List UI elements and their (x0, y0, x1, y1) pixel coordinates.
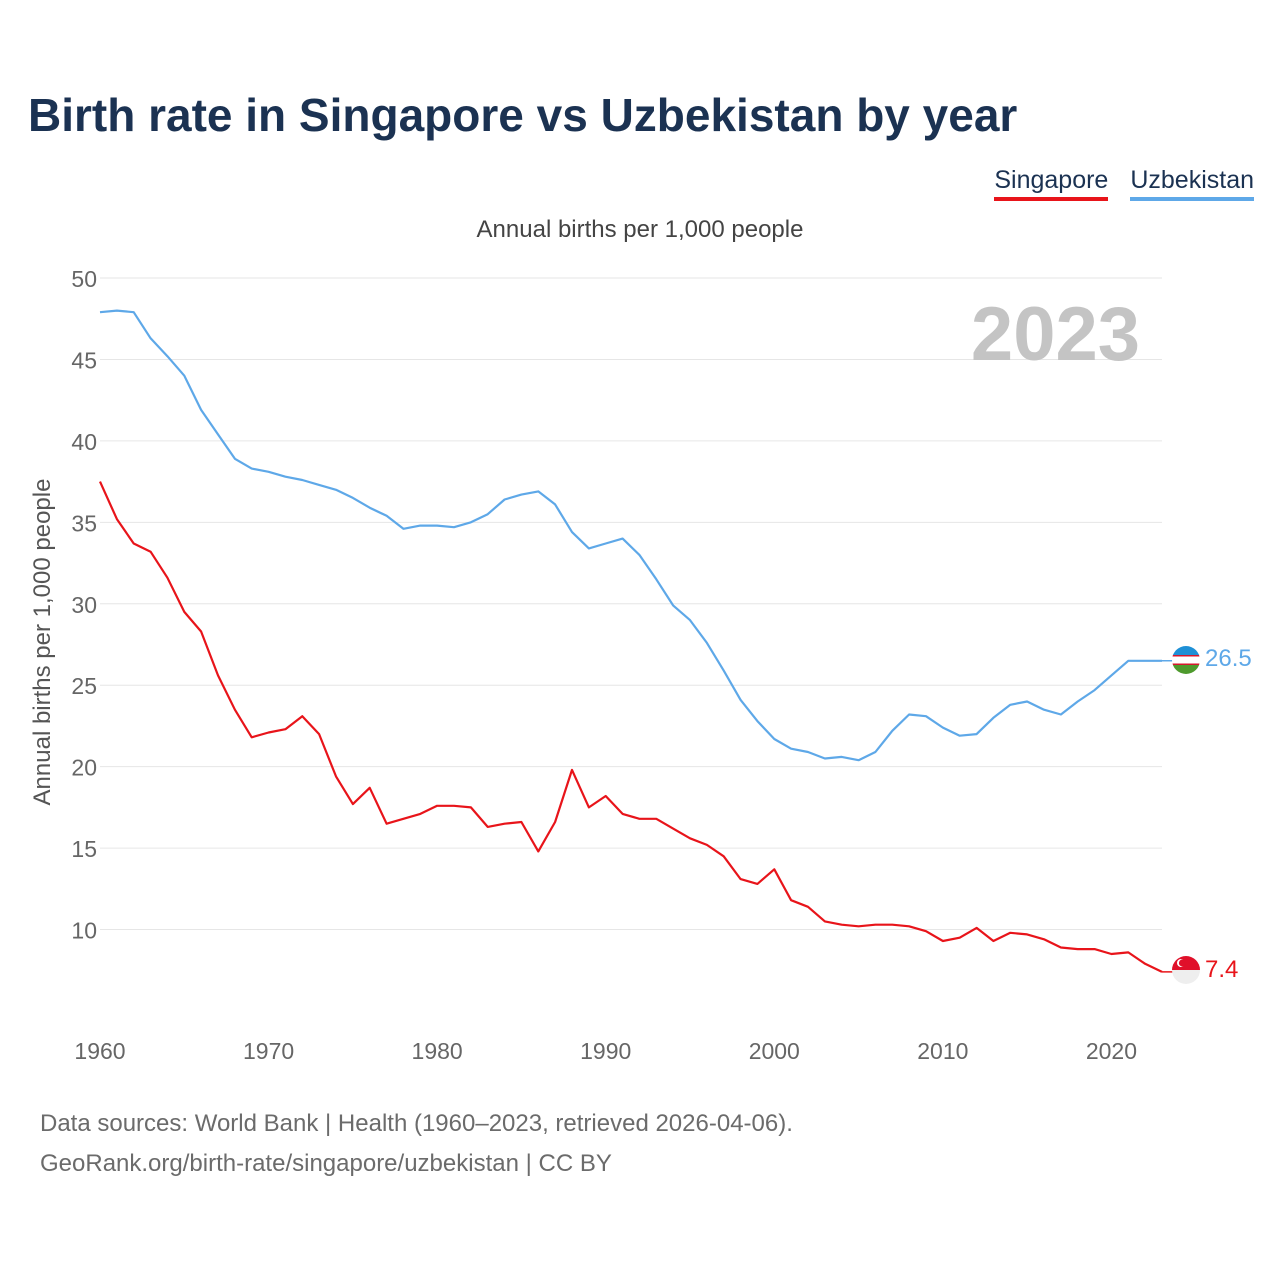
x-tick-label: 2000 (749, 1038, 800, 1064)
footer-sources: Data sources: World Bank | Health (1960–… (40, 1110, 793, 1137)
x-tick-label: 1960 (74, 1038, 125, 1064)
y-tick-label: 35 (71, 510, 97, 536)
y-tick-label: 25 (71, 673, 97, 699)
uzbekistan-flag-icon (1172, 646, 1200, 674)
end-label-uzbekistan: 26.5 (1205, 645, 1252, 672)
end-label-singapore: 7.4 (1205, 956, 1238, 983)
y-tick-label: 45 (71, 347, 97, 373)
chart-title: Birth rate in Singapore vs Uzbekistan by… (28, 89, 1018, 141)
x-tick-label: 1970 (243, 1038, 294, 1064)
y-axis-label: Annual births per 1,000 people (29, 479, 56, 806)
series-line-uzbekistan (99, 309, 1162, 762)
legend-item-singapore[interactable]: Singapore (994, 166, 1109, 201)
footer: Data sources: World Bank | Health (1960–… (40, 1104, 793, 1184)
footer-link[interactable]: GeoRank.org/birth-rate/singapore/uzbekis… (40, 1150, 612, 1177)
legend-item-uzbekistan[interactable]: Uzbekistan (1130, 166, 1254, 201)
y-tick-label: 20 (71, 755, 97, 781)
y-tick-label: 50 (71, 266, 97, 292)
y-tick-label: 40 (71, 429, 97, 455)
series-line-singapore (98, 481, 1163, 973)
y-tick-label: 30 (71, 592, 97, 618)
year-watermark: 2023 (971, 292, 1140, 377)
singapore-flag-icon (1172, 956, 1200, 984)
x-tick-label: 1990 (580, 1038, 631, 1064)
x-tick-label: 2020 (1086, 1038, 1137, 1064)
x-tick-label: 1980 (412, 1038, 463, 1064)
y-tick-label: 15 (71, 836, 97, 862)
y-tick-label: 10 (71, 918, 97, 944)
chart-subtitle: Annual births per 1,000 people (476, 216, 804, 243)
legend: Singapore Uzbekistan (994, 166, 1254, 201)
x-tick-label: 2010 (917, 1038, 968, 1064)
